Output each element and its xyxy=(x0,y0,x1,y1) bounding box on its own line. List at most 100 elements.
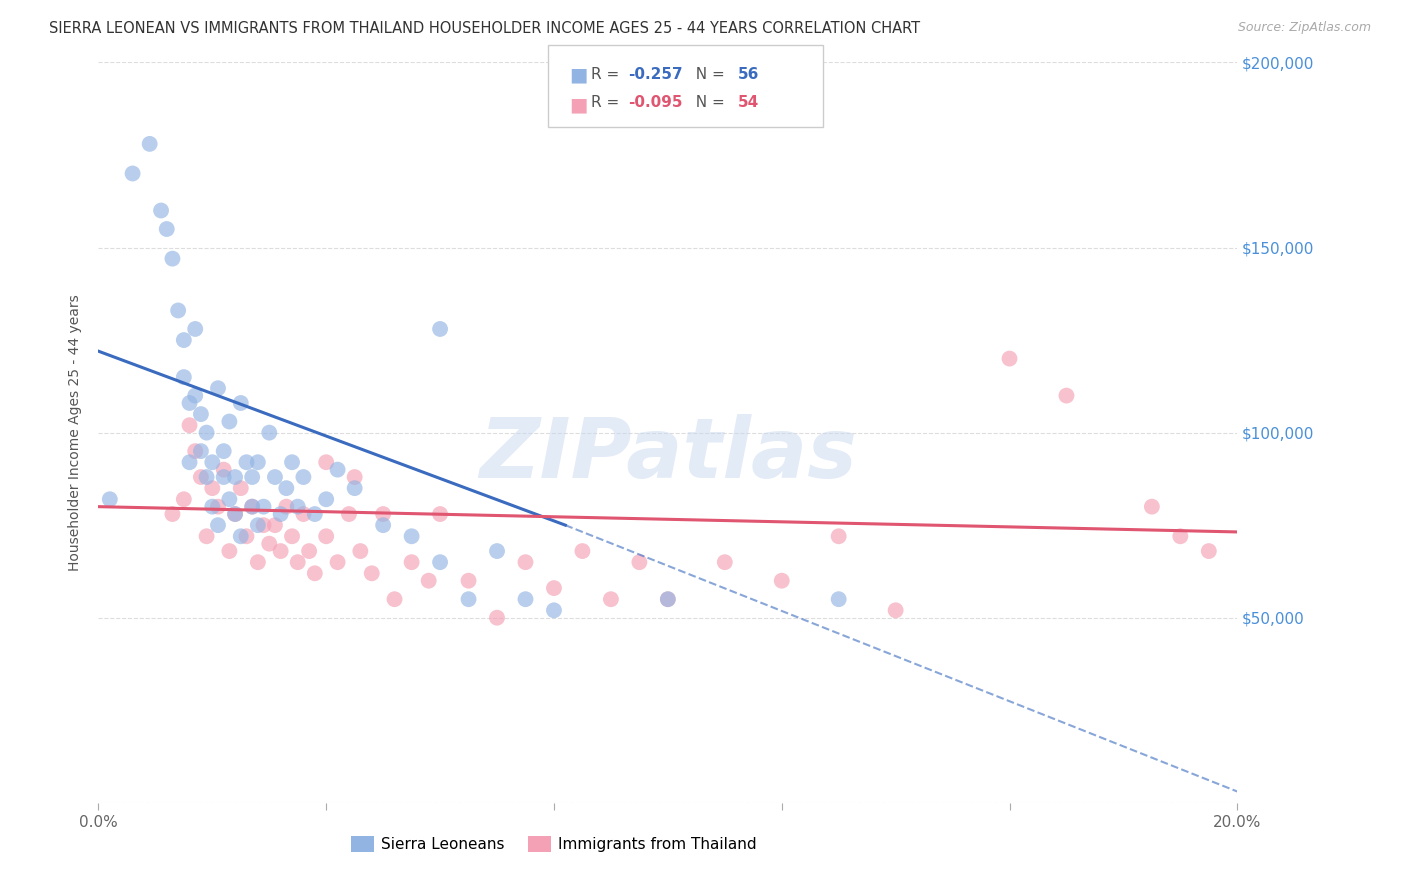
Text: ZIPatlas: ZIPatlas xyxy=(479,414,856,495)
Point xyxy=(457,574,479,588)
Point xyxy=(401,529,423,543)
Point xyxy=(190,407,212,421)
Point xyxy=(429,555,451,569)
Point xyxy=(360,566,382,581)
Text: R =: R = xyxy=(591,67,624,82)
Point xyxy=(212,444,235,458)
Point xyxy=(240,500,263,514)
Point xyxy=(401,555,423,569)
Point xyxy=(373,518,395,533)
Point xyxy=(486,544,509,558)
Point xyxy=(770,574,793,588)
Point xyxy=(326,555,349,569)
Point xyxy=(281,455,304,469)
Point xyxy=(315,455,337,469)
Point xyxy=(304,566,326,581)
Point xyxy=(167,303,190,318)
Point xyxy=(657,592,679,607)
Point xyxy=(1170,529,1192,543)
Point xyxy=(179,418,201,433)
Point xyxy=(229,481,252,495)
Point xyxy=(235,455,257,469)
Text: ■: ■ xyxy=(569,65,588,84)
Point xyxy=(264,518,287,533)
Point xyxy=(429,322,451,336)
Point xyxy=(121,166,143,180)
Point xyxy=(201,455,224,469)
Point xyxy=(190,470,212,484)
Point xyxy=(373,507,395,521)
Point xyxy=(224,507,246,521)
Point xyxy=(190,444,212,458)
Point xyxy=(224,470,246,484)
Point xyxy=(252,518,274,533)
Point xyxy=(173,370,195,384)
Point xyxy=(326,462,349,476)
Point xyxy=(515,592,537,607)
Point xyxy=(195,529,218,543)
Point xyxy=(218,415,240,429)
Point xyxy=(349,544,371,558)
Text: ■: ■ xyxy=(569,95,588,114)
Point xyxy=(600,592,623,607)
Point xyxy=(138,136,160,151)
Point xyxy=(1198,544,1220,558)
Point xyxy=(218,544,240,558)
Point xyxy=(457,592,479,607)
Point xyxy=(276,500,298,514)
Point xyxy=(212,462,235,476)
Point xyxy=(218,492,240,507)
Text: Source: ZipAtlas.com: Source: ZipAtlas.com xyxy=(1237,21,1371,34)
Point xyxy=(162,507,184,521)
Point xyxy=(224,507,246,521)
Point xyxy=(998,351,1021,366)
Point xyxy=(292,470,315,484)
Y-axis label: Householder Income Ages 25 - 44 years: Householder Income Ages 25 - 44 years xyxy=(69,294,83,571)
Point xyxy=(384,592,406,607)
Text: R =: R = xyxy=(591,95,624,111)
Point xyxy=(343,470,366,484)
Point xyxy=(179,396,201,410)
Point xyxy=(515,555,537,569)
Point xyxy=(714,555,737,569)
Point xyxy=(304,507,326,521)
Point xyxy=(315,529,337,543)
Point xyxy=(150,203,173,218)
Point xyxy=(156,222,179,236)
Point xyxy=(429,507,451,521)
Point xyxy=(828,592,851,607)
Point xyxy=(195,470,218,484)
Point xyxy=(884,603,907,617)
Point xyxy=(201,481,224,495)
Point xyxy=(246,555,269,569)
Text: -0.257: -0.257 xyxy=(628,67,683,82)
Text: N =: N = xyxy=(686,95,730,111)
Point xyxy=(571,544,593,558)
Point xyxy=(287,555,309,569)
Point xyxy=(628,555,651,569)
Text: SIERRA LEONEAN VS IMMIGRANTS FROM THAILAND HOUSEHOLDER INCOME AGES 25 - 44 YEARS: SIERRA LEONEAN VS IMMIGRANTS FROM THAILA… xyxy=(49,21,921,36)
Point xyxy=(195,425,218,440)
Point xyxy=(259,536,281,550)
Point xyxy=(281,529,304,543)
Point xyxy=(292,507,315,521)
Point xyxy=(246,518,269,533)
Point xyxy=(298,544,321,558)
Point xyxy=(207,518,229,533)
Point xyxy=(486,610,509,624)
Point xyxy=(173,333,195,347)
Point xyxy=(657,592,679,607)
Point xyxy=(1140,500,1163,514)
Point xyxy=(184,322,207,336)
Text: 54: 54 xyxy=(738,95,759,111)
Point xyxy=(337,507,360,521)
Point xyxy=(259,425,281,440)
Point xyxy=(184,388,207,402)
Point xyxy=(418,574,440,588)
Point xyxy=(207,500,229,514)
Text: 56: 56 xyxy=(738,67,759,82)
Point xyxy=(270,544,292,558)
Point xyxy=(179,455,201,469)
Point xyxy=(543,581,565,595)
Point xyxy=(212,470,235,484)
